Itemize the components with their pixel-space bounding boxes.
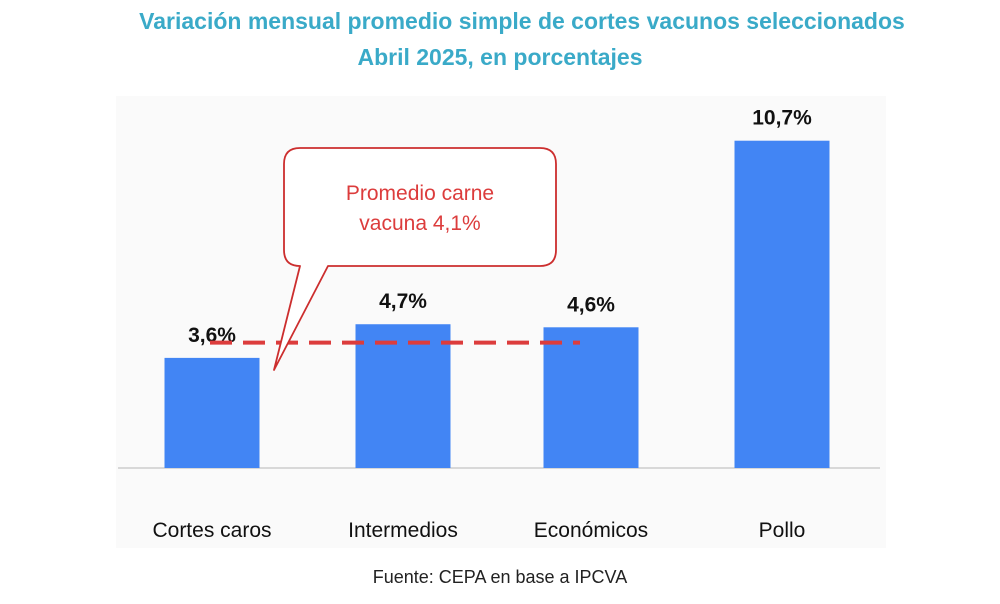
bar-3 xyxy=(734,140,830,469)
category-label-0: Cortes caros xyxy=(152,519,271,542)
bar-1 xyxy=(355,324,451,468)
bar-2 xyxy=(543,327,639,468)
average-callout-bubble xyxy=(273,147,557,371)
chart-subtitle: Abril 2025, en porcentajes xyxy=(357,44,643,70)
category-label-1: Intermedios xyxy=(348,519,458,542)
category-label-3: Pollo xyxy=(759,519,806,542)
value-label-3: 10,7% xyxy=(752,107,812,130)
source-note: Fuente: CEPA en base a IPCVA xyxy=(372,567,628,587)
bar-0 xyxy=(164,357,260,468)
average-callout-text-line1: Promedio carne xyxy=(346,182,494,205)
category-label-2: Económicos xyxy=(534,519,648,542)
value-label-1: 4,7% xyxy=(379,290,427,313)
average-callout-text-line2: vacuna 4,1% xyxy=(359,212,480,235)
chart-title: Variación mensual promedio simple de cor… xyxy=(139,8,905,34)
value-label-2: 4,6% xyxy=(567,293,615,316)
